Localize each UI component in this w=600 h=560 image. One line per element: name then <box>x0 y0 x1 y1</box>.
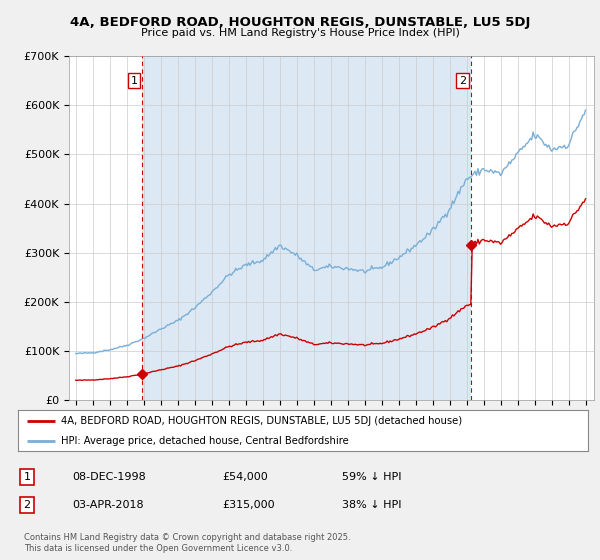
Text: Price paid vs. HM Land Registry's House Price Index (HPI): Price paid vs. HM Land Registry's House … <box>140 28 460 38</box>
Text: £315,000: £315,000 <box>222 500 275 510</box>
Text: 08-DEC-1998: 08-DEC-1998 <box>72 472 146 482</box>
Text: 03-APR-2018: 03-APR-2018 <box>72 500 143 510</box>
Text: 2: 2 <box>459 76 466 86</box>
Text: 4A, BEDFORD ROAD, HOUGHTON REGIS, DUNSTABLE, LU5 5DJ (detached house): 4A, BEDFORD ROAD, HOUGHTON REGIS, DUNSTA… <box>61 417 462 426</box>
Text: £54,000: £54,000 <box>222 472 268 482</box>
Text: 1: 1 <box>130 76 137 86</box>
Text: Contains HM Land Registry data © Crown copyright and database right 2025.
This d: Contains HM Land Registry data © Crown c… <box>24 534 350 553</box>
Text: 38% ↓ HPI: 38% ↓ HPI <box>342 500 401 510</box>
Text: HPI: Average price, detached house, Central Bedfordshire: HPI: Average price, detached house, Cent… <box>61 436 349 446</box>
Bar <box>142 56 471 400</box>
Text: 1: 1 <box>23 472 31 482</box>
Text: 59% ↓ HPI: 59% ↓ HPI <box>342 472 401 482</box>
Text: 4A, BEDFORD ROAD, HOUGHTON REGIS, DUNSTABLE, LU5 5DJ: 4A, BEDFORD ROAD, HOUGHTON REGIS, DUNSTA… <box>70 16 530 29</box>
Text: 2: 2 <box>23 500 31 510</box>
